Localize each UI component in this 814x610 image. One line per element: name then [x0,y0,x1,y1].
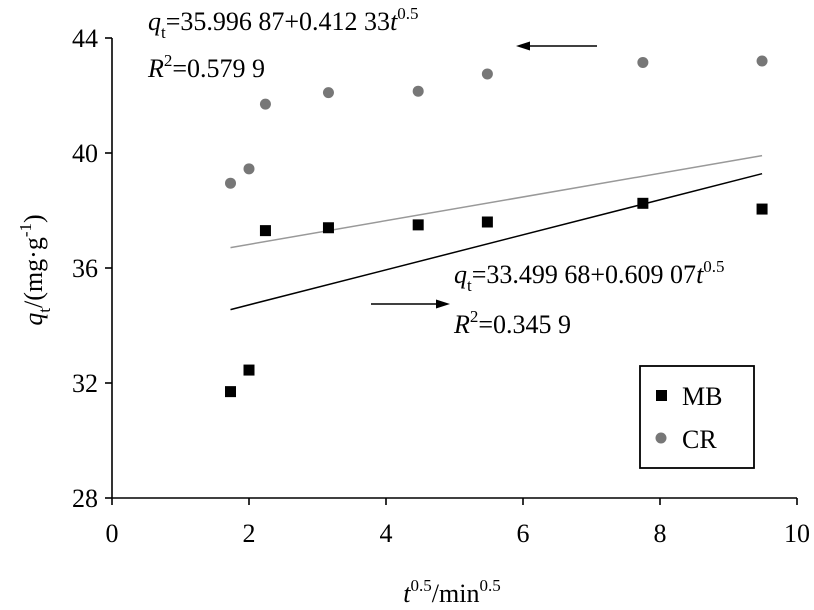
cr-point [756,55,768,67]
y-tick-label: 40 [72,139,98,168]
x-axis-title: t0.5/min0.5 [403,576,500,608]
cr-point [243,163,255,175]
y-tick-label: 44 [72,24,98,53]
y-tick-label: 36 [72,254,98,283]
mb-point [637,197,649,209]
cr-point [637,56,649,68]
mb-point [412,219,424,231]
mb-point [756,203,768,215]
x-tick-label: 0 [106,519,119,548]
legend-box [639,365,755,469]
x-tick-label: 8 [654,519,667,548]
mb-point [259,225,271,237]
mb-r-squared: R2=0.345 9 [453,307,571,339]
legend-label-mb: MB [682,382,722,411]
y-axis-title: qt/(mg·g-1) [16,214,54,325]
x-tick-label: 10 [784,519,810,548]
y-tick-label: 32 [72,369,98,398]
cr-point [322,87,334,99]
cr-point [225,177,237,189]
x-tick-label: 6 [517,519,530,548]
mb-point [322,222,334,234]
cr-r-squared: R2=0.579 9 [147,51,265,83]
y-axis-ticks: 28 32 36 40 44 [72,24,112,513]
cr-fit-line [230,154,763,249]
legend-marker-cr [655,432,667,444]
legend-label-cr: CR [682,425,717,454]
mb-fit-line [230,172,763,311]
x-tick-label: 4 [380,519,393,548]
mb-equation: qt=33.499 68+0.609 07t0.5 [454,257,725,295]
y-tick-label: 28 [72,484,98,513]
mb-point [243,364,255,376]
legend: MB CR [639,365,755,469]
cr-point [412,85,424,97]
cr-point [259,98,271,110]
legend-marker-mb [656,390,667,401]
mb-annotation-arrow [371,299,450,309]
x-axis-ticks: 0 2 4 6 8 10 [106,498,810,548]
cr-equation: qt=35.996 87+0.412 33t0.5 [148,4,419,42]
cr-point [481,68,493,80]
cr-annotation-arrow [516,41,597,51]
mb-point [225,386,237,398]
mb-point [481,216,493,228]
data-points [225,55,768,398]
x-tick-label: 2 [243,519,256,548]
fit-lines [230,154,763,311]
